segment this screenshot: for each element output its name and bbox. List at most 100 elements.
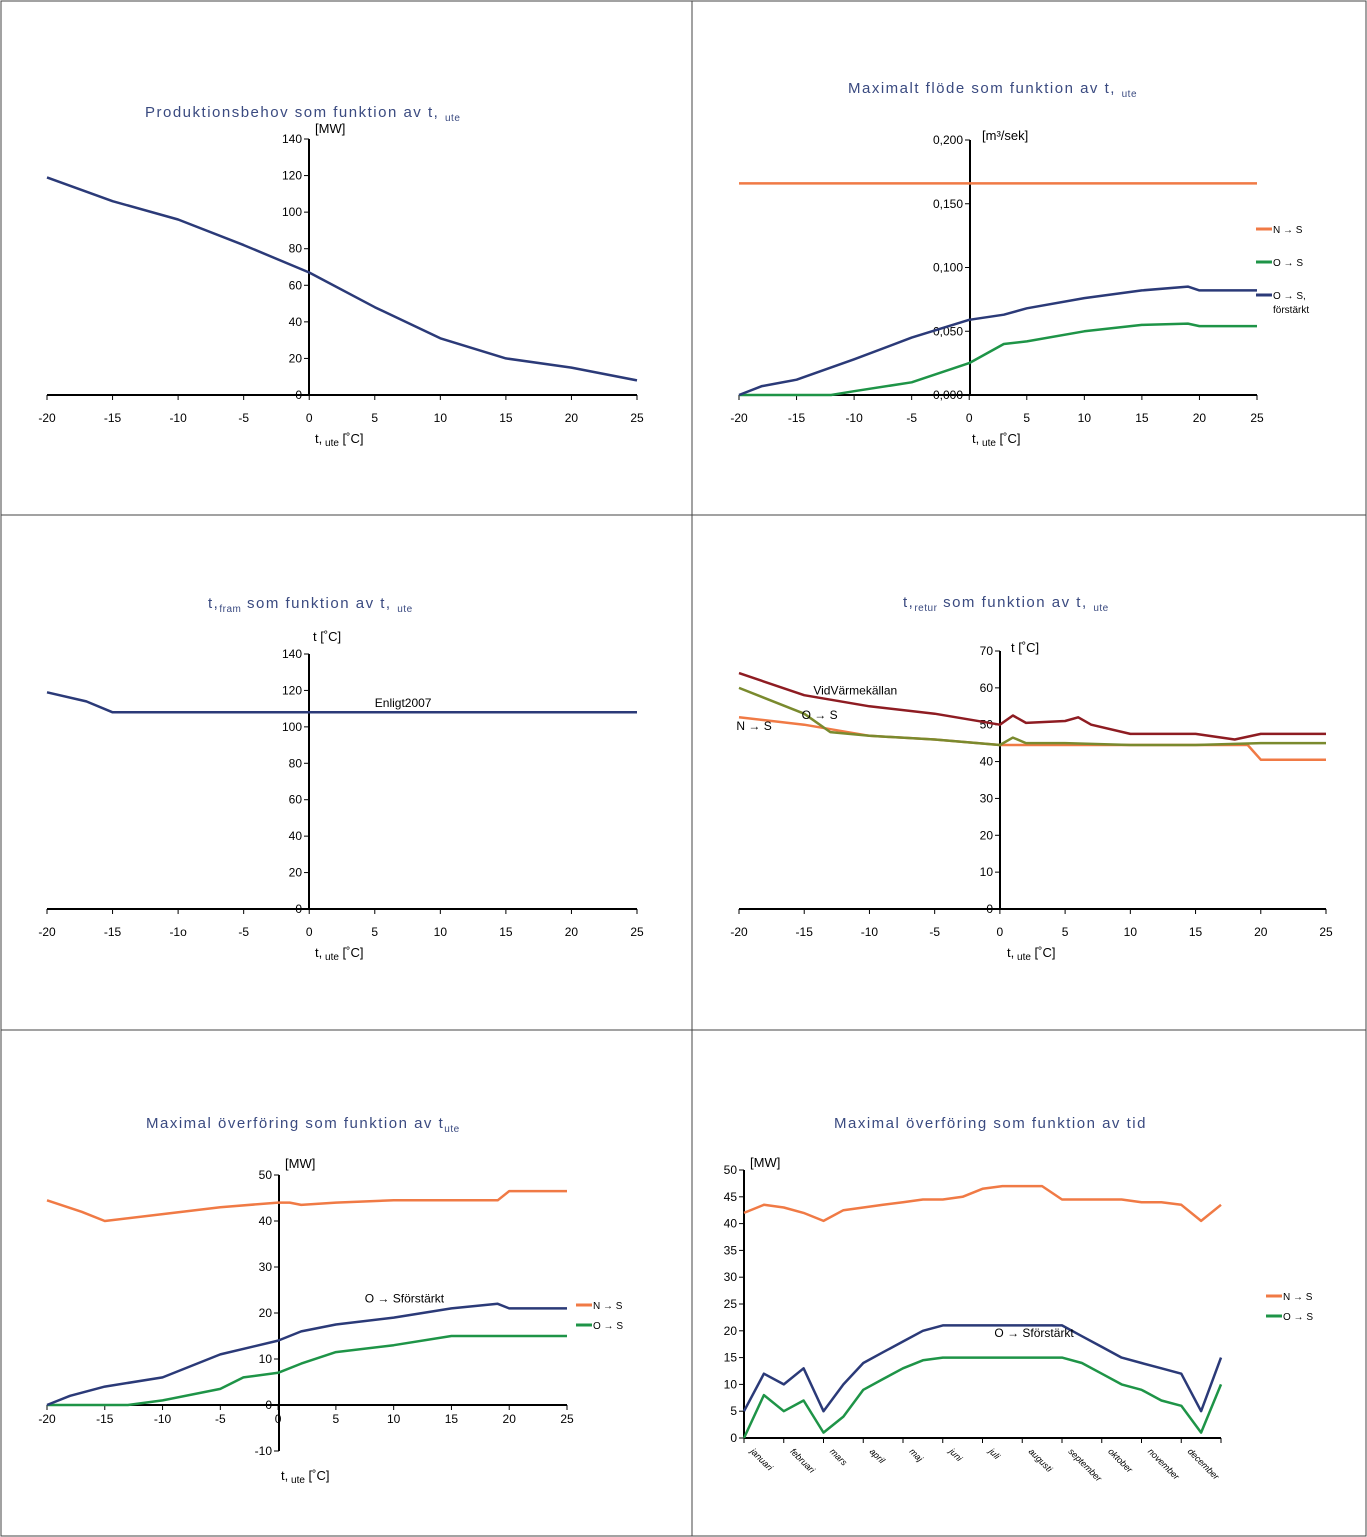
chart-panel-2: 0 20 40 60 80 100 120 140 -20 -15 -1o -5 0 5 10 15 20 25 t… xyxy=(38,629,644,963)
x-tick-label: -20 xyxy=(38,411,56,425)
y-tick-label: 45 xyxy=(724,1190,738,1204)
y-tick-label: 70 xyxy=(980,644,994,658)
x-tick-label: 25 xyxy=(1250,411,1264,425)
y-tick-label: 0,200 xyxy=(933,133,963,147)
month-label: juli xyxy=(986,1446,1002,1462)
series-line-1 xyxy=(47,1334,567,1407)
x-tick-label: 10 xyxy=(434,411,448,425)
x-axis-label-sub: ute xyxy=(322,952,339,963)
y-tick-label: 120 xyxy=(282,683,302,697)
x-tick-label: 0 xyxy=(306,411,313,425)
annotation-label: O → Sförstärkt xyxy=(365,1291,445,1305)
x-tick-label: 0 xyxy=(306,925,313,939)
chart-panel-3: 0 10 20 30 40 50 60 70 -20 -15 -10 -5 0 5 10 15 20 25 t [˚… xyxy=(730,640,1333,963)
x-tick-label: 0 xyxy=(275,1412,282,1426)
y-tick-label: 35 xyxy=(724,1243,738,1257)
y-tick-label: 30 xyxy=(980,791,994,805)
y-axis-label: [MW] xyxy=(285,1156,315,1171)
month-label: januari xyxy=(748,1446,776,1474)
x-tick-label: 5 xyxy=(333,1412,340,1426)
y-axis-label: [MW] xyxy=(315,121,345,136)
month-label: augusti xyxy=(1027,1446,1055,1474)
y-tick-label: 0 xyxy=(730,1431,737,1445)
chart-panel-4: -10 0 10 20 30 40 50 -20 -15 -10 -5 0 5 10 15 20 25 [MW] t… xyxy=(38,1156,574,1486)
series-line-2 xyxy=(46,1302,567,1407)
x-tick-label: -10 xyxy=(861,925,879,939)
y-tick-label: 50 xyxy=(259,1168,273,1182)
y-tick-label: 140 xyxy=(282,647,302,661)
x-tick-label: 5 xyxy=(1062,925,1069,939)
y-tick-label: 0 xyxy=(986,902,993,916)
annotation-label: O → S xyxy=(802,708,838,722)
legend-label: N → S xyxy=(1273,225,1303,236)
y-tick-label: 40 xyxy=(289,829,303,843)
y-tick-label: 40 xyxy=(724,1217,738,1231)
y-tick-label: 20 xyxy=(980,828,994,842)
month-label: november xyxy=(1146,1446,1182,1482)
x-axis-label: t, ute [˚C] xyxy=(972,431,1020,449)
x-tick-label: -20 xyxy=(38,925,56,939)
y-tick-label: 0 xyxy=(295,902,302,916)
y-tick-label: 50 xyxy=(724,1163,738,1177)
x-tick-label: -15 xyxy=(96,1412,114,1426)
y-tick-label: 140 xyxy=(282,132,302,146)
month-label: oktober xyxy=(1106,1446,1135,1475)
x-tick-label: -15 xyxy=(104,925,122,939)
x-tick-label: 25 xyxy=(630,411,644,425)
legend-label: O → S xyxy=(1283,1312,1313,1323)
y-axis-label: t [˚C] xyxy=(313,629,341,644)
y-tick-label: 60 xyxy=(980,681,994,695)
x-axis-label-unit: [˚C] xyxy=(339,431,364,446)
x-tick-label: 10 xyxy=(434,925,448,939)
annotation-label: Enligt2007 xyxy=(375,696,432,710)
y-tick-label: 60 xyxy=(289,793,303,807)
y-tick-label: 25 xyxy=(724,1297,738,1311)
chart-panel-0: 0 20 40 60 80 100 120 140 -20 -15 -10 -5 0 5 10 15 20 25 [… xyxy=(38,121,644,449)
chart-title-transfer-temp: Maximal överföring som funktion av tute xyxy=(146,1115,460,1135)
y-tick-label: 20 xyxy=(724,1324,738,1338)
x-tick-label: 20 xyxy=(503,1412,517,1426)
x-tick-label: 15 xyxy=(499,411,513,425)
legend-label: N → S xyxy=(1283,1292,1313,1303)
x-tick-label: 5 xyxy=(371,925,378,939)
x-axis-label-unit: [˚C] xyxy=(996,431,1021,446)
x-tick-label: -10 xyxy=(169,411,187,425)
x-tick-label: 25 xyxy=(560,1412,574,1426)
y-tick-label: 60 xyxy=(289,278,303,292)
y-tick-label: 50 xyxy=(980,718,994,732)
y-tick-label: 40 xyxy=(980,755,994,769)
series-line-2 xyxy=(738,686,1326,747)
legend-label: N → S xyxy=(593,1301,623,1312)
y-tick-label: 5 xyxy=(730,1404,737,1418)
x-tick-label: 5 xyxy=(371,411,378,425)
series-line-2 xyxy=(738,285,1257,397)
y-tick-label: 80 xyxy=(289,756,303,770)
y-tick-label: 10 xyxy=(980,865,994,879)
x-tick-label: 20 xyxy=(565,411,579,425)
x-tick-label: 0 xyxy=(966,411,973,425)
x-tick-label: -15 xyxy=(788,411,806,425)
x-tick-label: -20 xyxy=(730,925,748,939)
x-axis-label-sub: ute xyxy=(979,438,996,449)
x-tick-label: -15 xyxy=(104,411,122,425)
y-tick-label: 40 xyxy=(259,1214,273,1228)
month-label: februari xyxy=(788,1446,817,1475)
y-tick-label: 15 xyxy=(724,1351,738,1365)
x-axis-label: t, ute [˚C] xyxy=(1007,945,1055,963)
y-tick-label: 120 xyxy=(282,169,302,183)
y-axis-label: t [˚C] xyxy=(1011,640,1039,655)
x-tick-label: 15 xyxy=(1189,925,1203,939)
x-axis-label-main: t, xyxy=(315,431,322,446)
annotation-label: VidVärmekällan xyxy=(813,683,897,697)
series-line-0 xyxy=(743,1184,1222,1223)
y-tick-label: 0,150 xyxy=(933,197,963,211)
y-tick-label: 10 xyxy=(724,1377,738,1391)
x-tick-label: 5 xyxy=(1023,411,1030,425)
x-tick-label: -5 xyxy=(238,925,249,939)
y-tick-label: -10 xyxy=(255,1444,273,1458)
